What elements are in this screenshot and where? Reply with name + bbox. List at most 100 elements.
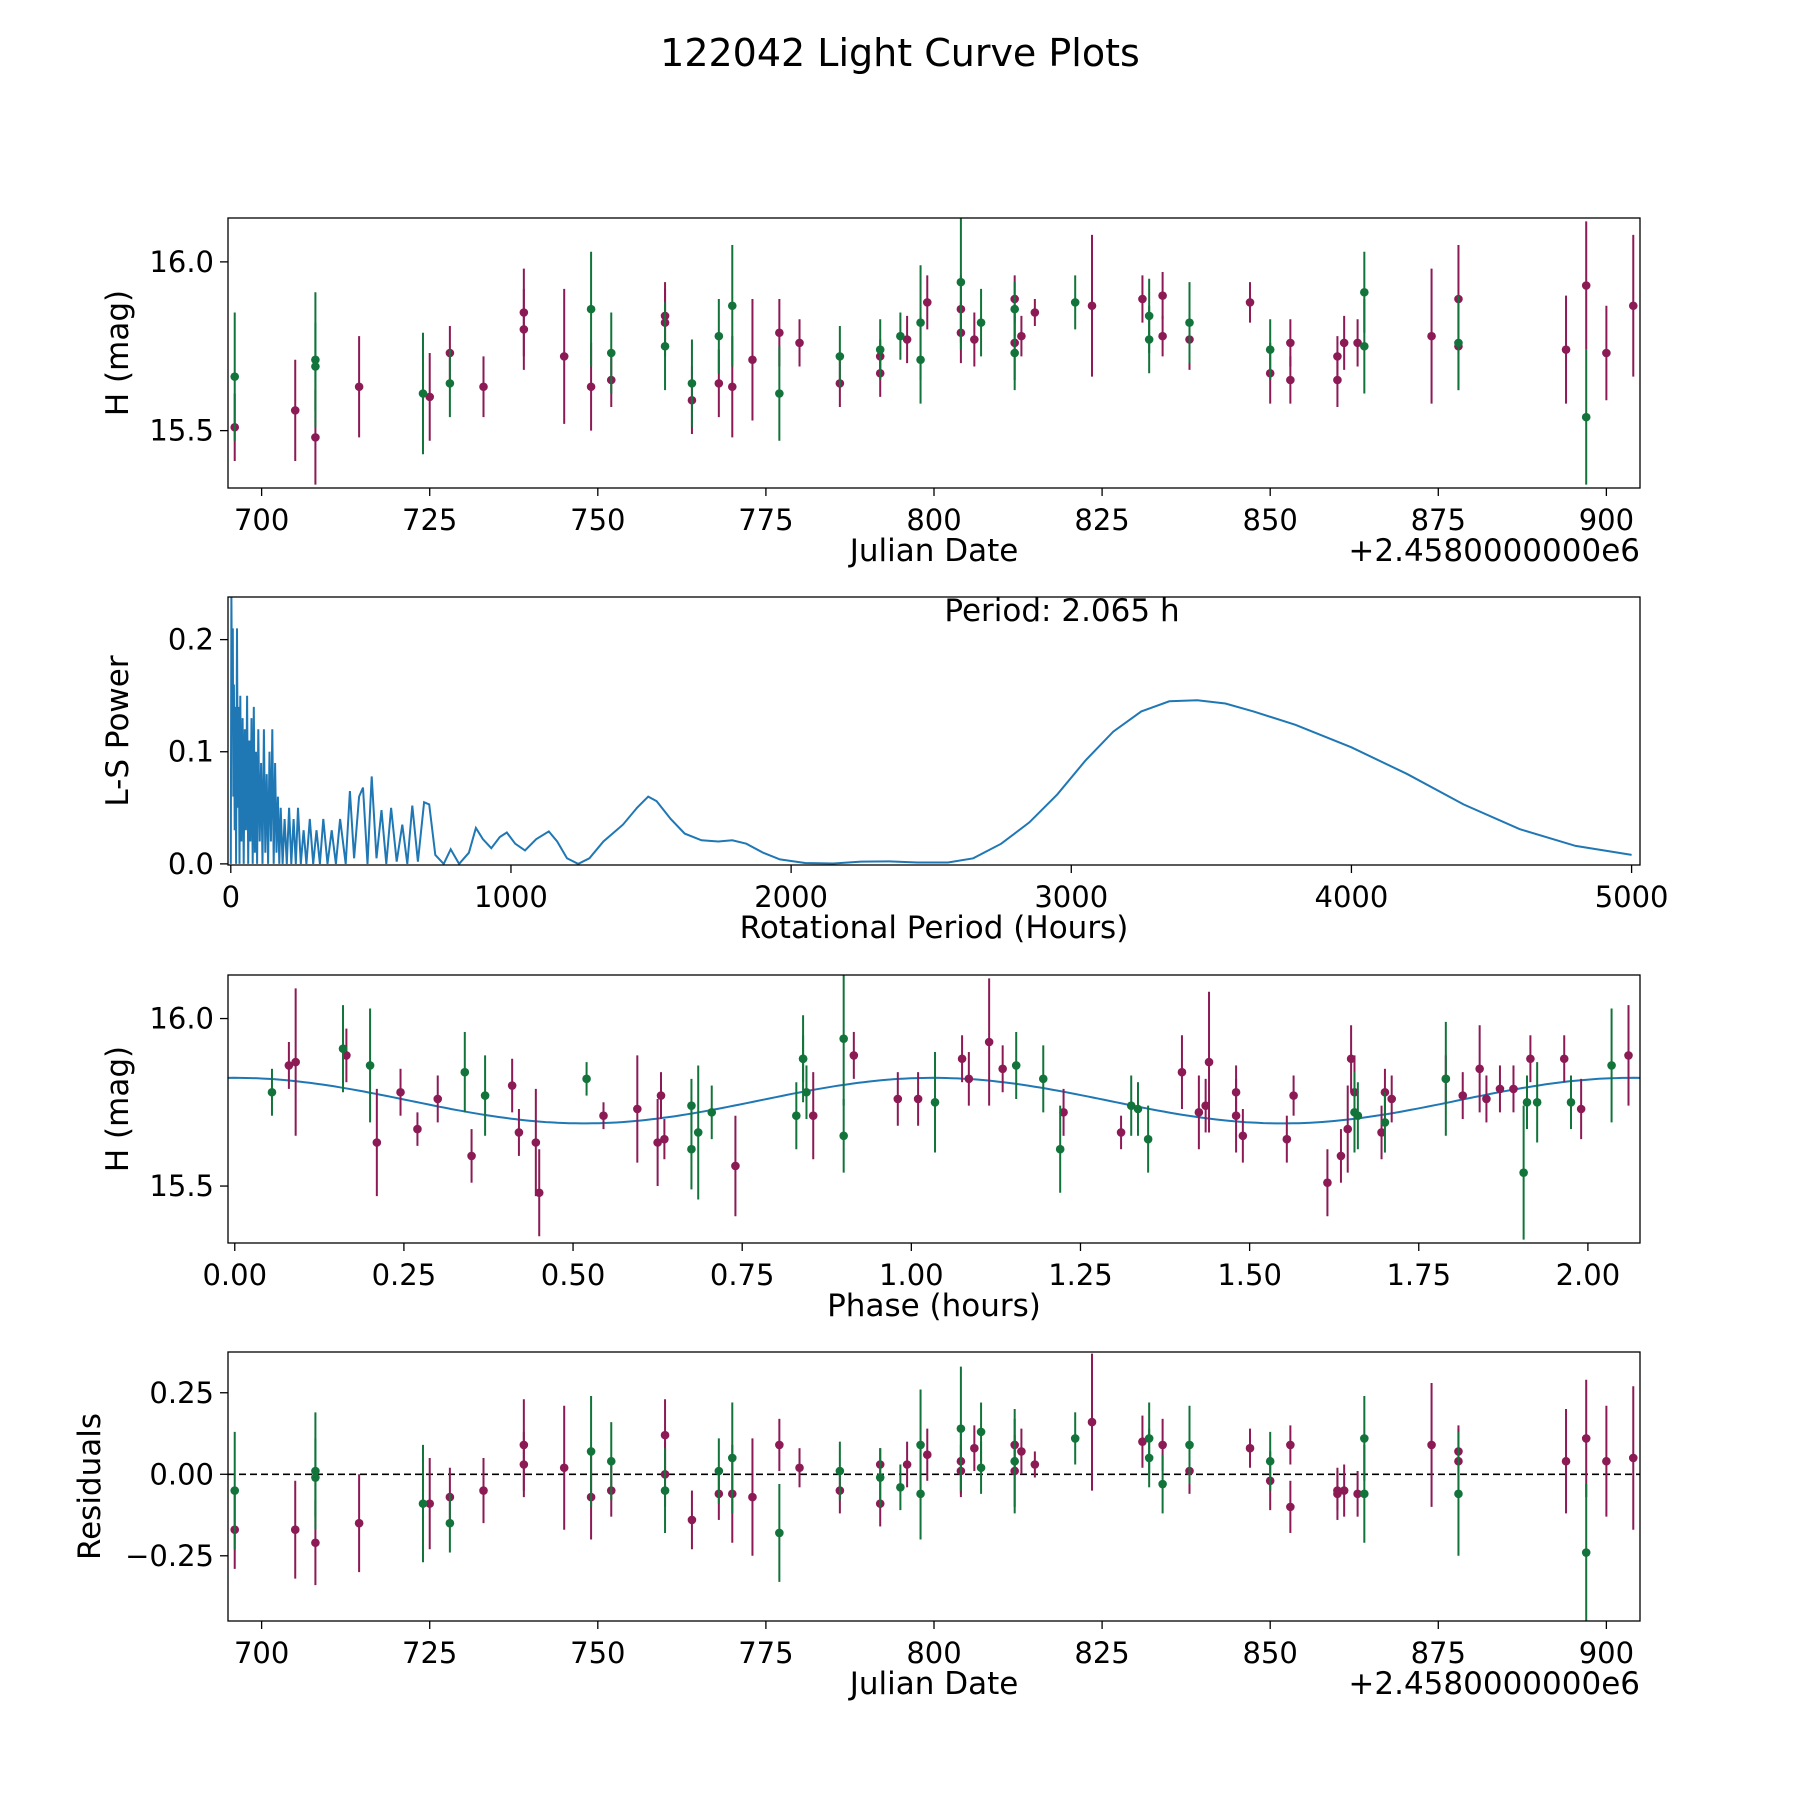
green-data-point xyxy=(896,331,905,341)
green-data-point xyxy=(976,1427,986,1437)
x-tick-label: 1000 xyxy=(474,880,548,914)
green-data-point xyxy=(1158,1479,1167,1489)
magenta-data-point xyxy=(1286,1502,1295,1512)
magenta-data-point xyxy=(290,1525,300,1535)
green-data-point xyxy=(835,352,845,361)
magenta-data-point xyxy=(479,382,488,392)
magenta-data-point xyxy=(311,433,320,442)
x-tick-label: 1.75 xyxy=(1386,1258,1451,1292)
magenta-data-point xyxy=(1509,1084,1518,1094)
magenta-data-point xyxy=(1286,1440,1295,1450)
green-data-point xyxy=(460,1067,470,1077)
magenta-data-point xyxy=(1377,1128,1386,1137)
green-data-point xyxy=(775,1528,784,1538)
magenta-data-point xyxy=(290,406,300,415)
green-data-point xyxy=(687,1144,696,1154)
green-data-point xyxy=(1070,1434,1080,1443)
magenta-data-point xyxy=(342,1051,351,1060)
green-data-point xyxy=(792,1111,801,1120)
green-data-point xyxy=(311,362,320,371)
x-tick-label: 2000 xyxy=(754,880,828,914)
x-tick-label: 725 xyxy=(402,1636,457,1670)
green-data-point xyxy=(956,277,966,287)
green-data-point xyxy=(1126,1101,1136,1110)
magenta-data-point xyxy=(1158,1440,1167,1450)
magenta-data-point xyxy=(1116,1128,1126,1137)
green-data-point xyxy=(916,1489,925,1499)
green-data-point xyxy=(1265,345,1275,354)
green-data-point xyxy=(660,1486,670,1495)
green-data-point xyxy=(1454,1489,1463,1499)
magenta-data-point xyxy=(1561,1456,1571,1466)
magenta-data-point xyxy=(1602,348,1611,358)
green-data-point xyxy=(1360,341,1369,351)
green-data-point xyxy=(976,1463,986,1473)
magenta-data-point xyxy=(284,1061,294,1070)
magenta-data-point xyxy=(1289,1091,1298,1100)
magenta-data-point xyxy=(1561,345,1571,354)
y-axis-label: H (mag) xyxy=(100,290,136,416)
magenta-data-point xyxy=(902,335,912,344)
green-data-point xyxy=(230,372,240,381)
magenta-data-point xyxy=(1581,1434,1591,1443)
magenta-data-point xyxy=(1628,1453,1638,1463)
green-data-point xyxy=(798,1054,808,1064)
x-tick-label: 2.00 xyxy=(1556,1258,1621,1292)
x-axis-label: Julian Date xyxy=(848,533,1019,569)
magenta-data-point xyxy=(1245,1443,1255,1453)
green-data-point xyxy=(1360,1434,1369,1443)
plot-area xyxy=(230,218,1638,485)
magenta-data-point xyxy=(660,1134,669,1144)
magenta-data-point xyxy=(1343,1124,1353,1134)
x-tick-label: 900 xyxy=(1579,1636,1634,1670)
green-data-point xyxy=(802,1087,811,1097)
x-tick-label: 800 xyxy=(906,1636,961,1670)
magenta-data-point xyxy=(479,1486,488,1495)
green-data-point xyxy=(660,341,670,351)
magenta-data-point xyxy=(998,1064,1007,1074)
green-data-point xyxy=(1265,1456,1275,1466)
magenta-data-point xyxy=(1138,1437,1147,1446)
green-data-point xyxy=(714,1466,724,1476)
green-data-point xyxy=(418,1499,428,1508)
green-data-point xyxy=(835,1466,845,1476)
green-data-point xyxy=(687,379,697,388)
x-tick-label: 900 xyxy=(1579,503,1634,537)
magenta-data-point xyxy=(559,352,569,361)
green-data-point xyxy=(916,355,925,365)
magenta-data-point xyxy=(1087,1417,1097,1427)
green-data-point xyxy=(916,1440,925,1450)
x-tick-label: 850 xyxy=(1243,503,1298,537)
green-data-point xyxy=(1454,338,1463,348)
green-data-point xyxy=(775,389,784,398)
magenta-data-point xyxy=(354,382,364,392)
magenta-data-point xyxy=(656,1091,666,1100)
x-tick-label: 700 xyxy=(234,503,289,537)
magenta-data-point xyxy=(1177,1067,1187,1077)
y-tick-label: 15.5 xyxy=(149,414,214,448)
residuals-panel: 700 725 750 775 800 825 850 875 900 −0.25 0.00 0.25… xyxy=(72,1351,1641,1702)
plot-area xyxy=(229,597,1632,865)
magenta-data-point xyxy=(984,1037,994,1047)
x-tick-label: 875 xyxy=(1411,1636,1466,1670)
green-data-point xyxy=(693,1128,703,1137)
green-data-point xyxy=(1143,1134,1153,1144)
magenta-data-point xyxy=(1427,331,1436,341)
green-data-point xyxy=(1360,287,1369,297)
x-tick-label: 0 xyxy=(222,880,240,914)
magenta-data-point xyxy=(849,1051,859,1060)
green-data-point xyxy=(267,1087,277,1097)
green-data-point xyxy=(365,1061,375,1070)
magenta-data-point xyxy=(660,1430,670,1440)
green-data-point xyxy=(418,389,428,398)
magenta-data-point xyxy=(311,1538,320,1548)
axes-frame xyxy=(227,974,1641,1244)
green-data-point xyxy=(445,1518,455,1528)
x-tick-label: 750 xyxy=(570,503,625,537)
green-data-point xyxy=(586,1447,596,1456)
magenta-data-point xyxy=(1387,1094,1396,1104)
x-tick-label: 0.00 xyxy=(202,1258,267,1292)
green-data-point xyxy=(714,331,724,341)
magenta-data-point xyxy=(1576,1104,1586,1114)
